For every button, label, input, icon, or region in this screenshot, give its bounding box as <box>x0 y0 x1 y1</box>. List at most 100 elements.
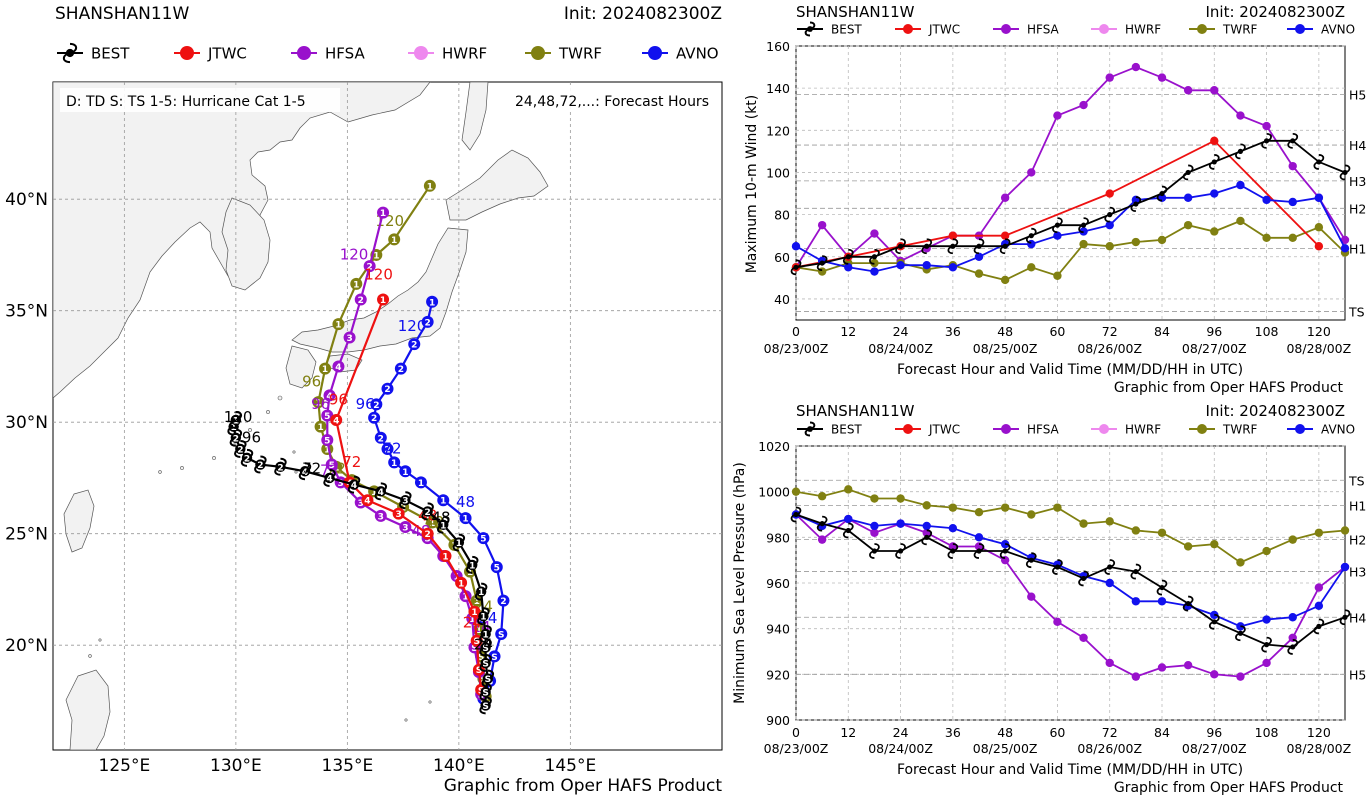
pressure-point-twrf <box>1131 526 1141 535</box>
map-track-point-category: 2 <box>384 385 390 395</box>
map-track-point-twrf: 1 <box>312 396 325 409</box>
wind-point-hfsa <box>1183 86 1193 95</box>
pressure-chart-title: SHANSHAN11W <box>796 402 915 420</box>
map-track-point-twrf: 1 <box>332 318 345 331</box>
pressure-legend-marker-jtwc <box>903 424 913 434</box>
map-track-point-category: 1 <box>427 182 433 192</box>
map-best-track-point: 2 <box>421 502 434 521</box>
wind-point-jtwc <box>948 231 958 240</box>
wind-legend-hfsa: HFSA <box>993 22 1060 36</box>
map-track-point-avno: 2 <box>394 362 407 375</box>
wind-ref-label-h1: H1 <box>1349 241 1366 256</box>
map-best-track-point: 2 <box>254 455 267 474</box>
pressure-point-avno <box>1262 615 1271 624</box>
wind-point-best <box>1313 154 1325 170</box>
map-track-point-avno: 1 <box>414 476 427 489</box>
map-track-point-category: 3 <box>358 499 364 509</box>
map-track-point-category: 1 <box>380 296 386 306</box>
wind-legend-label-hwrf: HWRF <box>1125 22 1161 36</box>
pressure-point-best <box>895 543 906 559</box>
pressure-point-best <box>816 515 828 532</box>
map-track-point-marker <box>470 594 483 607</box>
map-legend-label-jtwc: JTWC <box>207 44 247 62</box>
map-best-track-point: 1 <box>474 582 488 601</box>
wind-series-best <box>790 132 1351 276</box>
map-track-point-category: 1 <box>458 579 464 589</box>
pressure-point-hfsa <box>817 535 827 544</box>
pressure-point-avno <box>1157 597 1167 606</box>
pressure-point-twrf <box>896 494 905 503</box>
map-track-point-category: S <box>482 644 488 654</box>
wind-chart-title: SHANSHAN11W <box>796 3 915 21</box>
map-track-point-category: S <box>471 644 477 654</box>
wind-point-hfsa <box>1000 193 1010 202</box>
map-track-point-hfsa: 3 <box>399 521 412 534</box>
wind-legend-label-hfsa: HFSA <box>1027 22 1060 36</box>
pressure-chart-ylabel: Minimum Sea Level Pressure (hPa) <box>732 462 748 704</box>
map-track-point-avno: 1 <box>388 456 401 469</box>
pressure-series-line-twrf <box>795 488 1346 564</box>
pressure-point-best <box>1208 613 1220 630</box>
map-legend-marker-hfsa <box>297 46 311 60</box>
wind-point-avno <box>1183 193 1193 202</box>
map-track-point-marker <box>426 516 439 529</box>
map-track-point-avno: 2 <box>408 338 421 351</box>
map-track-point-category: 2 <box>237 445 243 455</box>
map-lon-tick-130: 130°E <box>210 756 262 776</box>
pressure-point-twrf <box>817 492 827 501</box>
wind-legend-jtwc: JTWC <box>895 22 960 36</box>
map-track-point-category: 3 <box>346 334 352 344</box>
wind-point-twrf <box>1105 242 1114 251</box>
wind-point-avno <box>896 261 905 270</box>
wind-point-jtwc <box>1105 189 1114 198</box>
map-track-point-category: 3 <box>396 510 402 520</box>
map-track-point-jtwc: 1 <box>468 605 481 618</box>
map-track-point-category: 1 <box>456 539 462 549</box>
pressure-date-label: 08/23/00Z <box>764 741 829 756</box>
map-track-point-marker <box>408 338 421 351</box>
wind-point-hfsa <box>1131 62 1141 72</box>
map-best-track-point: 2 <box>274 457 287 476</box>
wind-legend-marker-jtwc <box>903 24 913 34</box>
wind-chart: SHANSHAN11W Init: 2024082300Z BEST JTWC HF… <box>744 3 1366 396</box>
pressure-point-avno <box>1288 613 1297 622</box>
map-track-point-category: 1 <box>373 251 379 261</box>
wind-date-label: 08/23/00Z <box>764 341 829 356</box>
map-track-point-jtwc: 4 <box>330 413 343 426</box>
wind-point-hfsa <box>1210 86 1219 95</box>
wind-point-best <box>1078 217 1089 234</box>
wind-point-hfsa <box>1157 73 1167 82</box>
pressure-legend-marker-hfsa <box>1001 424 1011 434</box>
pressure-point-avno <box>974 533 984 542</box>
map-lon-tick-145: 145°E <box>545 756 597 776</box>
map-track-point-twrf: 1 <box>423 179 436 192</box>
pressure-legend-marker-hwrf <box>1099 424 1109 434</box>
pressure-xtick-72: 72 <box>1102 725 1118 740</box>
taiwan-landmass <box>63 489 95 553</box>
pressure-point-hfsa <box>1027 592 1036 601</box>
map-track-point-category: 1 <box>391 459 397 469</box>
map-track-point-category: 5 <box>324 412 330 422</box>
map-forecast-hour-label-hfsa: 120 <box>340 245 369 263</box>
pressure-point-best <box>1261 636 1272 653</box>
wind-point-twrf <box>1314 223 1324 232</box>
map-track-point-avno: 1 <box>399 465 412 478</box>
map-axis-labels: 125°E 130°E 135°E 140°E 145°E 20°N 25°N 30°N 35°… <box>5 190 596 776</box>
map-note-left: D: TD S: TS 1-5: Hurricane Cat 1-5 <box>66 94 306 110</box>
map-track-point-category: 3 <box>338 479 344 489</box>
map-legend-marker-jtwc <box>180 46 194 60</box>
pressure-chart-xlabel: Forecast Hour and Valid Time (MM/DD/HH i… <box>897 762 1243 778</box>
pressure-point-best <box>1130 563 1142 580</box>
pressure-point-twrf <box>1027 510 1036 519</box>
map-track-point-marker <box>332 360 345 373</box>
wind-xtick-96: 96 <box>1206 324 1222 339</box>
map-track-point-category: S <box>491 653 497 663</box>
wind-point-best <box>999 238 1011 255</box>
wind-point-twrf <box>1053 271 1062 280</box>
map-track-point-marker <box>399 465 412 478</box>
wind-xtick-0: 0 <box>792 324 800 339</box>
map-forecast-hour-label-best: 120 <box>224 408 253 426</box>
wind-point-jtwc <box>1000 231 1010 240</box>
map-forecast-hour-label-hfsa: 96 <box>311 395 330 413</box>
pressure-point-best <box>1182 595 1194 612</box>
